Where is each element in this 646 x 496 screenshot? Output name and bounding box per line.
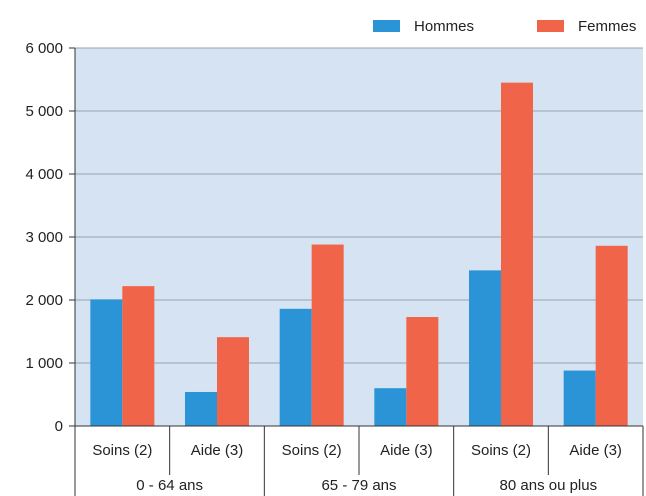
bar-hommes-2 — [279, 308, 312, 426]
x-group-label: 80 ans ou plus — [500, 477, 598, 494]
bar-hommes-1 — [185, 391, 217, 426]
bar-hommes-4 — [469, 270, 501, 426]
y-tick-label: 0 — [55, 418, 63, 435]
x-category-label: Soins (2) — [471, 442, 531, 459]
y-tick-label: 1 000 — [25, 355, 63, 372]
bar-hommes-3 — [374, 388, 407, 426]
legend-item-femmes: Femmes — [537, 16, 636, 36]
bar-femmes-3 — [406, 317, 439, 426]
bar-femmes-4 — [501, 82, 533, 427]
y-tick-label: 2 000 — [25, 292, 63, 309]
bar-femmes-5 — [595, 245, 628, 426]
legend-swatch-hommes — [373, 20, 400, 32]
y-tick-label: 3 000 — [25, 229, 63, 246]
bar-hommes-0 — [90, 299, 123, 426]
legend-item-hommes: Hommes — [373, 16, 474, 36]
x-category-label: Aide (3) — [191, 442, 244, 459]
bar-femmes-1 — [217, 337, 249, 426]
y-tick-label: 6 000 — [25, 40, 63, 57]
x-group-label: 65 - 79 ans — [321, 477, 396, 494]
x-category-label: Soins (2) — [92, 442, 152, 459]
x-group-label: 0 - 64 ans — [136, 477, 203, 494]
x-category-label: Soins (2) — [282, 442, 342, 459]
legend-swatch-femmes — [537, 20, 564, 32]
legend-label-femmes: Femmes — [578, 17, 637, 35]
x-category-label: Aide (3) — [380, 442, 433, 459]
legend-label-hommes: Hommes — [414, 17, 475, 35]
bar-hommes-5 — [563, 370, 596, 426]
bar-femmes-2 — [311, 244, 344, 426]
x-category-label: Aide (3) — [569, 442, 622, 459]
bar-femmes-0 — [122, 286, 155, 426]
y-tick-label: 4 000 — [25, 166, 63, 183]
y-tick-label: 5 000 — [25, 103, 63, 120]
